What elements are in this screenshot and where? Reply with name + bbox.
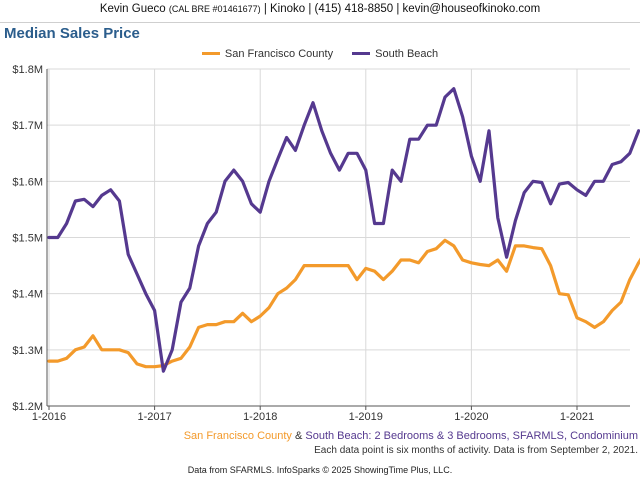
y-tick-label: $1.3M <box>12 345 43 357</box>
y-tick-label: $1.5M <box>12 233 43 245</box>
y-tick-label: $1.8M <box>12 64 43 76</box>
x-tick-label: 1-2018 <box>243 411 277 423</box>
legend-label-south-beach: South Beach <box>375 47 439 60</box>
subtitle-south-beach: South Beach <box>305 430 369 442</box>
header-contact: Kevin Gueco (CAL BRE #01461677) | Kinoko… <box>0 3 640 15</box>
legend-swatch-sf <box>201 52 220 55</box>
x-tick-label: 1-2016 <box>32 411 66 423</box>
series-line-south-beach <box>47 87 640 373</box>
x-tick-label: 1-2017 <box>137 411 171 423</box>
subtitle-description: : 2 Bedrooms & 3 Bedrooms, SFARMLS, Cond… <box>368 430 638 442</box>
y-tick-label: $1.6M <box>12 176 43 188</box>
agent-name: Kevin Gueco <box>99 3 166 15</box>
chart-legend: San Francisco County South Beach <box>0 46 640 60</box>
legend-label-sf: San Francisco County <box>224 47 334 60</box>
agent-license: (CAL BRE #01461677) <box>168 4 261 14</box>
legend-item-sf[interactable]: San Francisco County <box>201 47 334 60</box>
x-tick-label: 1-2020 <box>454 411 488 423</box>
y-tick-label: $1.7M <box>12 120 43 132</box>
x-tick-label: 1-2019 <box>349 411 383 423</box>
y-tick-label: $1.2M <box>12 401 43 413</box>
chart-title: Median Sales Price <box>4 25 140 42</box>
series-line-san-francisco-county <box>47 238 640 369</box>
legend-item-south-beach[interactable]: South Beach <box>352 48 438 60</box>
chart-subtitle: San Francisco County & South Beach: 2 Be… <box>184 430 638 442</box>
x-tick-label: 1-2021 <box>560 411 594 423</box>
footer-credit: Data from SFARMLS. InfoSparks © 2025 Sho… <box>187 465 453 475</box>
y-tick-label: $1.4M <box>12 289 43 301</box>
subtitle-amp: & <box>291 430 306 442</box>
header-bar: Kevin Gueco (CAL BRE #01461677) | Kinoko… <box>0 0 640 23</box>
subtitle-sf: San Francisco County <box>183 430 292 442</box>
data-note: Each data point is six months of activit… <box>314 445 638 456</box>
legend-swatch-south-beach <box>352 52 371 55</box>
agent-contact: | Kinoko | (415) 418-8850 | kevin@houseo… <box>263 3 541 15</box>
